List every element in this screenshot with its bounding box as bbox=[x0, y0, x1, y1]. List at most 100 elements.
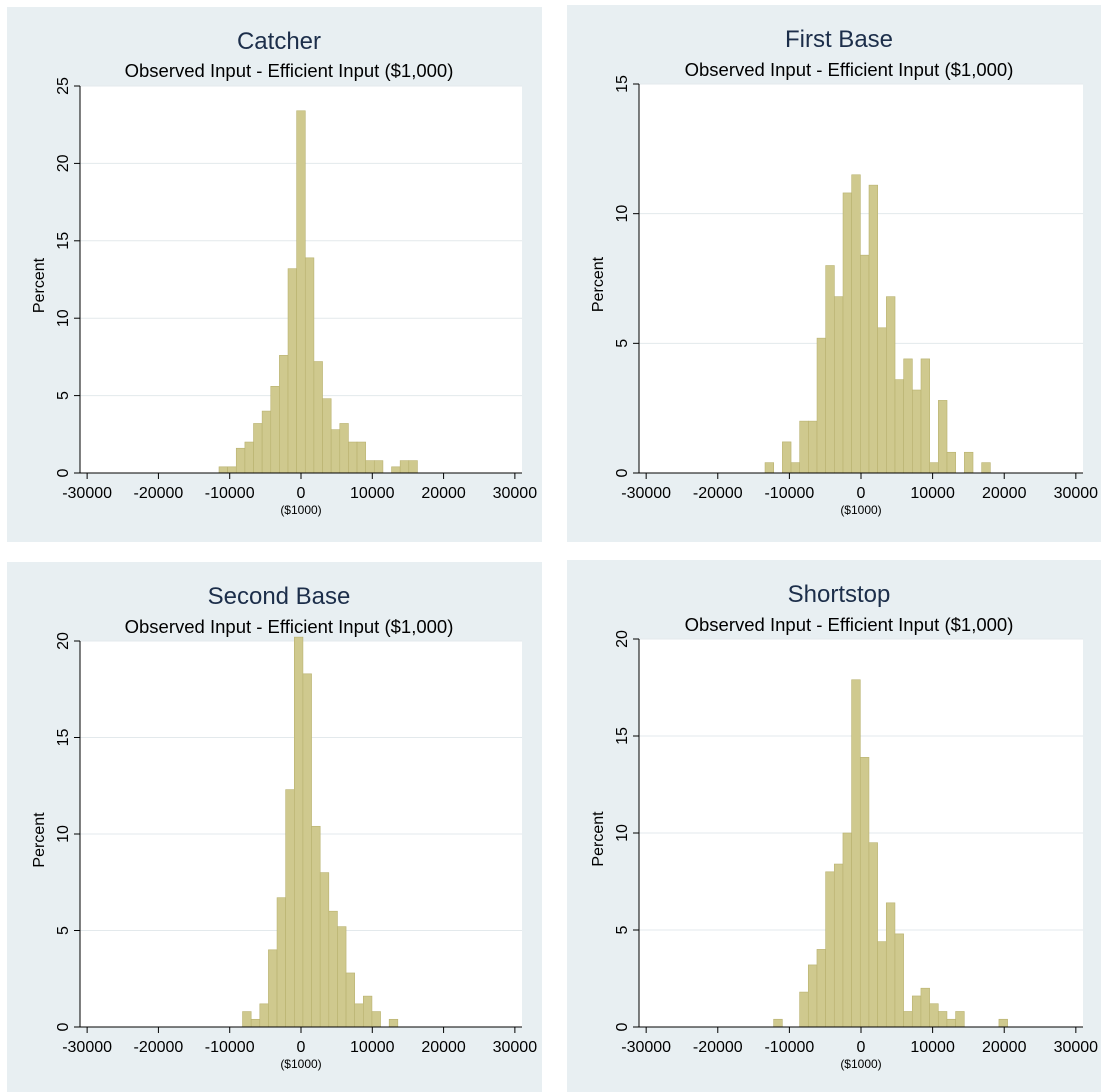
x-tick-label: 30000 bbox=[493, 485, 538, 502]
x-tick-label: -20000 bbox=[693, 1039, 743, 1056]
histogram-bar bbox=[328, 910, 338, 1028]
histogram-bar bbox=[877, 327, 887, 474]
histogram-bar bbox=[833, 863, 844, 1028]
histogram-bar bbox=[250, 1018, 261, 1028]
x-axis-label: ($1000) bbox=[280, 503, 321, 517]
y-axis-label: Percent bbox=[590, 811, 607, 867]
histogram-bar bbox=[356, 441, 366, 474]
histogram-catcher: -30000 -20000 -10000 0 10000 20000 30000 0 5 10 15… bbox=[31, 28, 538, 517]
histogram-bar bbox=[227, 466, 237, 474]
y-tick-label: 10 bbox=[614, 205, 631, 223]
histogram-bar bbox=[319, 872, 330, 1028]
y-axis-label: Percent bbox=[590, 256, 607, 312]
histogram-bar bbox=[877, 941, 887, 1028]
histogram-bar bbox=[807, 964, 818, 1028]
histogram-bar bbox=[773, 1018, 783, 1028]
histogram-bar bbox=[363, 995, 373, 1028]
histogram-bar bbox=[373, 460, 384, 474]
histogram-bar bbox=[330, 429, 341, 474]
x-tick-label: 30000 bbox=[493, 1039, 538, 1056]
histogram-bar bbox=[859, 757, 870, 1028]
histogram-bar bbox=[388, 1018, 399, 1028]
histogram-bar bbox=[235, 447, 246, 474]
chart-title: First Base bbox=[785, 26, 893, 53]
histogram-first-base: -30000 -20000 -10000 0 10000 20000 30000 0 5 10 15… bbox=[590, 26, 1098, 517]
histogram-bar bbox=[311, 825, 321, 1028]
histogram-bar bbox=[912, 389, 922, 474]
histogram-bar bbox=[868, 842, 878, 1028]
histogram-bar bbox=[261, 410, 272, 474]
chart-subtitle: Observed Input - Efficient Input ($1,000… bbox=[685, 59, 1014, 80]
histogram-bar bbox=[825, 265, 835, 474]
x-tick-label: -20000 bbox=[693, 485, 743, 502]
y-axis-label: Percent bbox=[31, 257, 48, 313]
chart-subtitle: Observed Input - Efficient Input ($1,000… bbox=[125, 616, 454, 637]
chart-title: Shortstop bbox=[788, 581, 891, 608]
histogram-bar bbox=[287, 268, 297, 474]
x-tick-label: 10000 bbox=[350, 485, 395, 502]
x-axis-label: ($1000) bbox=[840, 503, 881, 517]
histogram-bar bbox=[964, 451, 974, 474]
histogram-bar bbox=[371, 1011, 381, 1028]
y-tick-label: 5 bbox=[55, 926, 72, 935]
histogram-bar bbox=[860, 254, 870, 474]
x-tick-label: 10000 bbox=[350, 1039, 395, 1056]
histogram-bar bbox=[408, 460, 418, 474]
histogram-bar bbox=[894, 379, 904, 474]
x-tick-label: -10000 bbox=[205, 485, 255, 502]
histogram-bar bbox=[955, 1011, 965, 1028]
histogram-bar bbox=[365, 460, 375, 474]
x-tick-label: 0 bbox=[297, 485, 306, 502]
histogram-bar bbox=[304, 257, 315, 474]
histogram-bar bbox=[929, 462, 939, 474]
x-tick-label: 20000 bbox=[982, 1039, 1027, 1056]
y-tick-label: 15 bbox=[614, 727, 631, 745]
y-tick-label: 0 bbox=[614, 468, 631, 477]
histogram-bar bbox=[259, 1003, 269, 1028]
histogram-bar bbox=[276, 897, 286, 1028]
y-tick-label: 20 bbox=[55, 154, 72, 172]
x-tick-label: -30000 bbox=[621, 1039, 671, 1056]
y-tick-label: 20 bbox=[55, 632, 72, 650]
y-tick-label: 25 bbox=[55, 77, 72, 95]
histogram-bar bbox=[946, 451, 956, 474]
histogram-second-base: -30000 -20000 -10000 0 10000 20000 30000 0 5 10 15… bbox=[31, 583, 538, 1071]
histogram-bar bbox=[920, 987, 930, 1028]
histogram-bar bbox=[851, 679, 861, 1028]
histogram-bar bbox=[911, 995, 922, 1028]
histogram-bar bbox=[816, 337, 826, 474]
y-tick-label: 5 bbox=[614, 339, 631, 348]
histogram-bar bbox=[345, 972, 355, 1028]
histogram-bar bbox=[816, 949, 826, 1028]
y-axis-label: Percent bbox=[31, 812, 48, 868]
histogram-bar bbox=[851, 174, 861, 474]
histogram-bar bbox=[764, 462, 775, 474]
histogram-bar bbox=[903, 358, 913, 474]
x-tick-label: -10000 bbox=[764, 485, 814, 502]
y-tick-label: 15 bbox=[614, 75, 631, 93]
histogram-bar bbox=[218, 466, 228, 474]
x-tick-label: 0 bbox=[857, 1039, 866, 1056]
histogram-bar bbox=[946, 1018, 956, 1028]
x-tick-label: -30000 bbox=[62, 1039, 112, 1056]
histogram-bar bbox=[842, 832, 852, 1028]
y-tick-label: 15 bbox=[55, 729, 72, 747]
histogram-bar bbox=[808, 420, 818, 474]
chart-subtitle: Observed Input - Efficient Input ($1,000… bbox=[685, 614, 1014, 635]
histogram-bar bbox=[938, 400, 948, 474]
histogram-bar bbox=[834, 296, 844, 474]
histogram-bar bbox=[920, 358, 930, 474]
chart-panel-catcher: -30000 -20000 -10000 0 10000 20000 30000 0 5 10 15… bbox=[7, 7, 542, 542]
histogram-bar bbox=[886, 296, 896, 474]
histogram-bar bbox=[253, 423, 263, 474]
histogram-bar bbox=[279, 355, 289, 474]
histogram-bar bbox=[270, 386, 280, 474]
x-tick-label: -10000 bbox=[764, 1039, 814, 1056]
chart-panel-shortstop: -30000 -20000 -10000 0 10000 20000 30000 0 5 10 15… bbox=[567, 560, 1101, 1092]
histogram-bar bbox=[790, 462, 800, 474]
x-tick-label: 20000 bbox=[982, 485, 1027, 502]
x-axis-label: ($1000) bbox=[280, 1057, 321, 1071]
histogram-bar bbox=[825, 871, 835, 1028]
histogram-bar bbox=[894, 933, 904, 1028]
x-tick-label: -20000 bbox=[134, 1039, 184, 1056]
